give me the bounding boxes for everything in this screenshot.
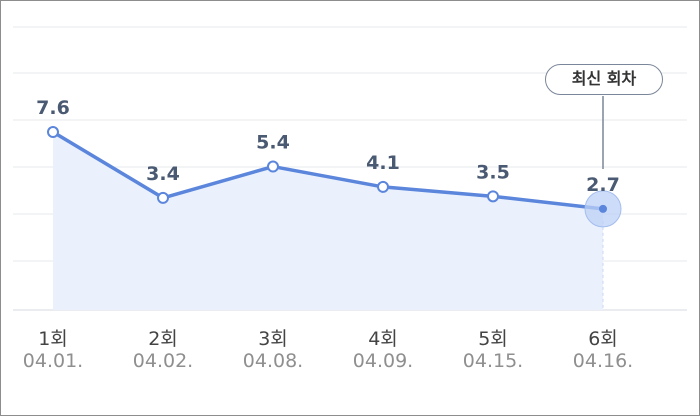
x-tick-5: 5회 04.15. <box>438 328 548 372</box>
x-tick-episode: 5회 <box>478 328 508 350</box>
x-tick-3: 3회 04.08. <box>218 328 328 372</box>
data-label: 3.5 <box>476 161 510 183</box>
latest-round-badge: 최신 회차 <box>545 64 663 95</box>
data-label: 3.4 <box>146 163 180 185</box>
data-point <box>487 190 499 203</box>
x-tick-4: 4회 04.09. <box>328 328 438 372</box>
latest-data-point <box>599 204 607 213</box>
x-tick-date: 04.02. <box>132 350 194 372</box>
x-tick-episode: 3회 <box>258 328 288 350</box>
data-label: 4.1 <box>366 152 400 174</box>
x-tick-date: 04.15. <box>462 350 524 372</box>
area-fill <box>53 132 603 310</box>
x-tick-episode: 1회 <box>38 328 68 350</box>
x-tick-date: 04.08. <box>242 350 304 372</box>
x-tick-episode: 6회 <box>588 328 618 350</box>
data-point <box>47 126 59 139</box>
data-label: 5.4 <box>256 132 290 154</box>
data-label: 7.6 <box>36 97 70 119</box>
x-tick-episode: 4회 <box>368 328 398 350</box>
data-label: 2.7 <box>586 174 620 196</box>
data-point <box>267 160 279 173</box>
series-line <box>51 130 605 211</box>
data-point <box>377 180 389 193</box>
x-tick-date: 04.09. <box>352 350 414 372</box>
x-tick-2: 2회 04.02. <box>108 328 218 372</box>
data-point <box>157 191 169 204</box>
x-tick-6: 6회 04.16. <box>548 328 658 372</box>
x-tick-1: 1회 04.01. <box>0 328 108 372</box>
x-tick-date: 04.01. <box>22 350 84 372</box>
x-tick-date: 04.16. <box>572 350 634 372</box>
x-tick-episode: 2회 <box>148 328 178 350</box>
